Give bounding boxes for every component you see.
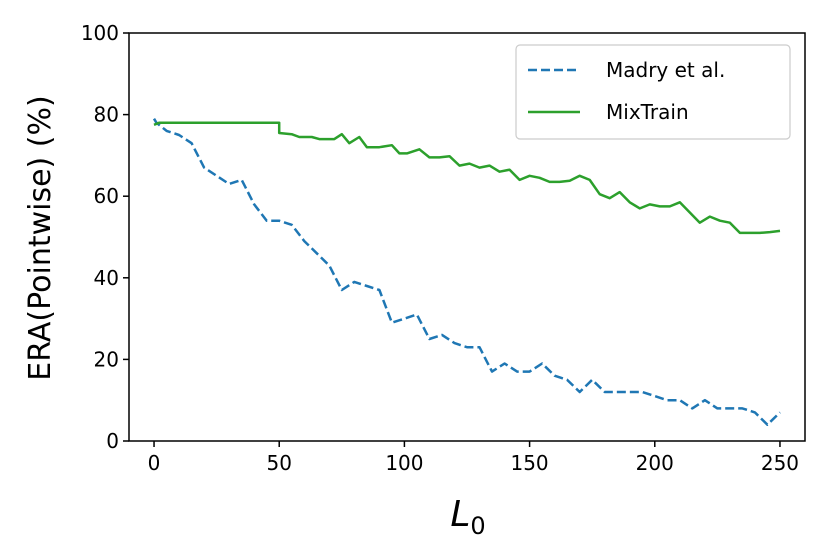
legend-label-mixtrain: MixTrain (606, 100, 689, 124)
legend: Madry et al. MixTrain (515, 44, 791, 140)
x-axis-label: L0 (450, 494, 485, 540)
axis-ticks: 0 50 100 150 200 250 0 20 40 60 80 100 (81, 21, 799, 475)
plot-series-layer (152, 118, 781, 426)
series-line-madry-et-al (152, 118, 781, 426)
y-tick-label: 60 (94, 184, 119, 208)
y-tick-label: 40 (94, 266, 119, 290)
x-tick-label: 200 (636, 451, 674, 475)
x-tick-label: 150 (510, 451, 548, 475)
legend-label-madry: Madry et al. (606, 58, 725, 82)
plot-frame (128, 32, 806, 442)
x-tick-label: 50 (266, 451, 291, 475)
x-axis-label-subscript: 0 (470, 512, 485, 540)
x-tick-label: 100 (385, 451, 423, 475)
y-axis-label: ERA(Pointwise) (%) (23, 95, 58, 380)
x-tick-label: 250 (761, 451, 799, 475)
series-line-mixtrain (153, 121, 781, 235)
x-axis-label-base: L (450, 494, 470, 535)
x-tick-label: 0 (148, 451, 161, 475)
y-tick-label: 100 (81, 21, 119, 45)
y-tick-label: 0 (106, 429, 119, 453)
y-tick-label: 20 (94, 347, 119, 371)
legend-box (515, 44, 791, 140)
y-tick-label: 80 (94, 103, 119, 127)
